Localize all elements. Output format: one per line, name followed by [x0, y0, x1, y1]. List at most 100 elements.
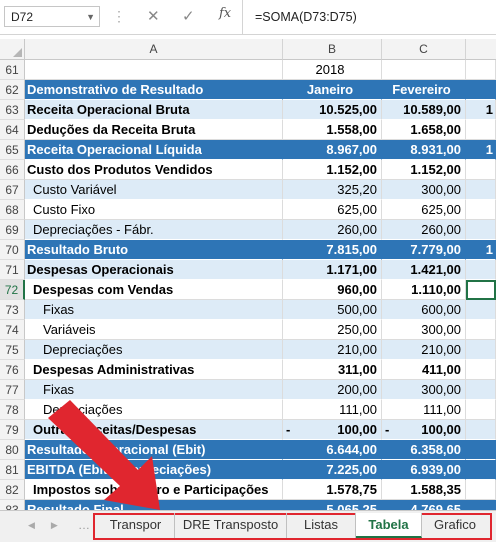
cell[interactable]: Receita Operacional Bruta — [25, 100, 283, 120]
cell[interactable]: Custo dos Produtos Vendidos — [25, 160, 283, 180]
cell[interactable]: Variáveis — [25, 320, 283, 340]
cell[interactable]: 625,00 — [283, 200, 382, 220]
cell[interactable]: Despesas Administrativas — [25, 360, 283, 380]
cell[interactable]: 411,00 — [382, 360, 466, 380]
cell[interactable]: 250,00 — [283, 320, 382, 340]
row-number[interactable]: 77 — [0, 380, 25, 400]
cell[interactable] — [466, 160, 496, 180]
cell[interactable]: 600,00 — [382, 300, 466, 320]
cell[interactable]: Depreciações — [25, 400, 283, 420]
cell[interactable]: 311,00 — [283, 360, 382, 380]
cell[interactable]: Fixas — [25, 300, 283, 320]
fx-icon[interactable]: fx — [219, 6, 232, 21]
column-header-b[interactable]: B — [283, 39, 382, 60]
cell[interactable]: Depreciações — [25, 340, 283, 360]
cell[interactable] — [466, 460, 496, 480]
cell[interactable] — [466, 180, 496, 200]
cell[interactable]: Deduções da Receita Bruta — [25, 120, 283, 140]
formula-input[interactable]: =SOMA(D73:D75) — [242, 0, 496, 34]
cell[interactable]: 260,00 — [382, 220, 466, 240]
cell[interactable] — [466, 380, 496, 400]
cell[interactable]: 2018 — [283, 60, 382, 80]
cell[interactable]: Fixas — [25, 380, 283, 400]
cell[interactable]: 6.644,00 — [283, 440, 382, 460]
row-number[interactable]: 82 — [0, 480, 25, 500]
cell[interactable]: 1 — [466, 100, 496, 120]
row-number[interactable]: 62 — [0, 80, 25, 100]
cell[interactable]: Resultado Operacional (Ebit) — [25, 440, 283, 460]
tab-grafico[interactable]: Grafico — [434, 517, 476, 532]
cell[interactable] — [466, 200, 496, 220]
cell[interactable]: 1.558,00 — [283, 120, 382, 140]
cell[interactable]: 1 — [466, 140, 496, 160]
cell[interactable] — [466, 80, 496, 100]
cell[interactable]: 7.225,00 — [283, 460, 382, 480]
name-box[interactable]: D72 ▼ — [4, 6, 100, 27]
cell[interactable] — [466, 400, 496, 420]
cell[interactable]: 10.589,00 — [382, 100, 466, 120]
cell[interactable]: - 100,00 — [382, 420, 466, 440]
cell[interactable]: Janeiro — [283, 80, 382, 100]
cell[interactable]: Custo Fixo — [25, 200, 283, 220]
cell[interactable]: 111,00 — [382, 400, 466, 420]
selected-cell-d72[interactable] — [466, 280, 496, 300]
column-header-c[interactable]: C — [382, 39, 466, 60]
cell[interactable]: EBITDA (Ebit + Depreciações) — [25, 460, 283, 480]
cell[interactable]: Demonstrativo de Resultado — [25, 80, 283, 100]
cell[interactable]: - 100,00 — [283, 420, 382, 440]
cell[interactable]: Despesas com Vendas — [25, 280, 283, 300]
cell[interactable]: 625,00 — [382, 200, 466, 220]
cell[interactable]: 1 — [466, 240, 496, 260]
row-number[interactable]: 67 — [0, 180, 25, 200]
cell[interactable]: 1.578,75 — [283, 480, 382, 500]
row-number[interactable]: 75 — [0, 340, 25, 360]
cell[interactable]: 1.171,00 — [283, 260, 382, 280]
close-icon[interactable]: ✕ — [147, 8, 160, 25]
column-header-a[interactable]: A — [25, 39, 283, 60]
chevron-right-icon[interactable]: ▶ — [50, 520, 58, 530]
cell[interactable]: 111,00 — [283, 400, 382, 420]
more-sheets-icon[interactable]: … — [78, 518, 90, 532]
cell[interactable]: 10.525,00 — [283, 100, 382, 120]
row-number[interactable]: 61 — [0, 60, 25, 80]
cell[interactable]: Outras Receitas/Despesas — [25, 420, 283, 440]
cell[interactable]: 8.967,00 — [283, 140, 382, 160]
cell[interactable]: 6.939,00 — [382, 460, 466, 480]
tab-transpor[interactable]: Transpor — [97, 513, 175, 538]
cell[interactable]: 210,00 — [382, 340, 466, 360]
cell[interactable] — [466, 260, 496, 280]
cell[interactable] — [466, 480, 496, 500]
cell[interactable] — [466, 440, 496, 460]
cell[interactable] — [25, 60, 283, 80]
cell[interactable]: 300,00 — [382, 180, 466, 200]
row-number[interactable]: 73 — [0, 300, 25, 320]
check-icon[interactable]: ✓ — [182, 8, 195, 25]
select-all-corner[interactable] — [0, 39, 25, 60]
cell[interactable]: 500,00 — [283, 300, 382, 320]
row-number[interactable]: 70 — [0, 240, 25, 260]
cell[interactable]: Resultado Bruto — [25, 240, 283, 260]
row-number[interactable]: 79 — [0, 420, 25, 440]
cell[interactable]: 1.588,35 — [382, 480, 466, 500]
row-number[interactable]: 69 — [0, 220, 25, 240]
cell[interactable]: 1.110,00 — [382, 280, 466, 300]
cell[interactable]: 260,00 — [283, 220, 382, 240]
cell[interactable]: 6.358,00 — [382, 440, 466, 460]
cell[interactable]: 7.779,00 — [382, 240, 466, 260]
row-number[interactable]: 66 — [0, 160, 25, 180]
cell[interactable] — [466, 120, 496, 140]
tab-tabela[interactable]: Tabela — [356, 513, 422, 538]
cell[interactable]: 1.152,00 — [283, 160, 382, 180]
cell[interactable]: 1.658,00 — [382, 120, 466, 140]
row-number[interactable]: 63 — [0, 100, 25, 120]
cell[interactable] — [382, 60, 466, 80]
cell[interactable]: Despesas Operacionais — [25, 260, 283, 280]
cell[interactable]: Receita Operacional Líquida — [25, 140, 283, 160]
row-number[interactable]: 71 — [0, 260, 25, 280]
row-number[interactable]: 64 — [0, 120, 25, 140]
tab-listas[interactable]: Listas — [287, 513, 356, 538]
cell[interactable] — [466, 60, 496, 80]
tab-dre-transposto[interactable]: DRE Transposto — [175, 513, 287, 538]
cell[interactable]: 960,00 — [283, 280, 382, 300]
row-number[interactable]: 80 — [0, 440, 25, 460]
